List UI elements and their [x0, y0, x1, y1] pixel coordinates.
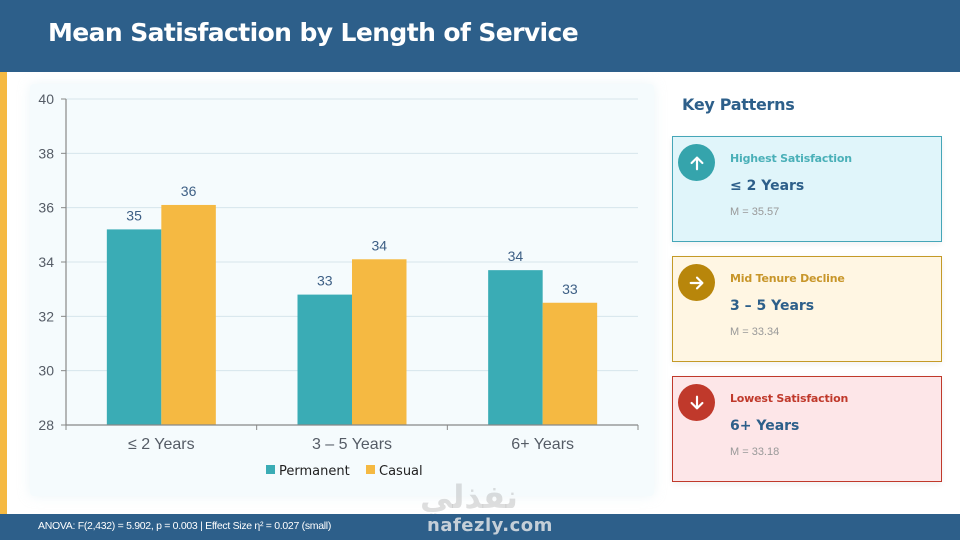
bars	[106, 204, 598, 425]
x-category-labels: ≤ 2 Years 3 – 5 Years 6+ Years	[128, 436, 574, 453]
x-category-label: 3 – 5 Years	[312, 436, 392, 453]
highest-satisfaction-card: Highest Satisfaction ≤ 2 Years M = 35.57	[672, 136, 942, 242]
arrow-right-icon	[678, 264, 715, 301]
arrow-down-icon	[678, 384, 715, 421]
y-tick-label: 34	[38, 254, 54, 270]
data-label: 35	[126, 207, 142, 223]
arrow-up-icon	[678, 144, 715, 181]
x-category-label: ≤ 2 Years	[128, 436, 195, 453]
bar-permanent	[106, 229, 162, 425]
bar-permanent	[488, 270, 543, 425]
legend: Permanent Casual	[266, 464, 423, 479]
card-mean: M = 35.57	[730, 206, 780, 218]
card-mean: M = 33.18	[730, 446, 780, 458]
data-label: 33	[562, 281, 578, 297]
header-bar: Mean Satisfaction by Length of Service	[0, 0, 960, 72]
data-label: 36	[181, 183, 197, 199]
anova-stats: ANOVA: F(2,432) = 5.902, p = 0.003 | Eff…	[38, 520, 332, 532]
y-tick-label: 32	[38, 308, 54, 324]
y-tick-label: 30	[38, 363, 54, 379]
y-tick-label: 28	[38, 417, 54, 433]
bar-permanent	[297, 294, 352, 425]
card-mean: M = 33.34	[730, 326, 780, 338]
mid-tenure-decline-card: Mid Tenure Decline 3 – 5 Years M = 33.34	[672, 256, 942, 362]
card-label: Highest Satisfaction	[730, 152, 852, 165]
data-label: 33	[317, 273, 333, 289]
legend-label-casual: Casual	[379, 464, 423, 479]
y-tick-label: 38	[38, 145, 54, 161]
axes	[61, 98, 639, 430]
bar-casual	[542, 302, 598, 425]
legend-swatch-permanent	[266, 465, 275, 474]
page-title: Mean Satisfaction by Length of Service	[48, 18, 579, 47]
legend-swatch-casual	[366, 465, 375, 474]
x-category-label: 6+ Years	[511, 436, 574, 453]
bar-casual	[352, 259, 407, 425]
card-value: 6+ Years	[730, 418, 800, 434]
data-label: 34	[508, 248, 524, 264]
watermark-latin: nafezly.com	[427, 515, 553, 536]
card-label: Lowest Satisfaction	[730, 392, 849, 405]
lowest-satisfaction-card: Lowest Satisfaction 6+ Years M = 33.18	[672, 376, 942, 482]
y-tick-label: 36	[38, 200, 54, 216]
data-labels: 35 36 33 34 34 33	[126, 183, 578, 297]
card-label: Mid Tenure Decline	[730, 272, 845, 285]
bar-casual	[161, 204, 216, 425]
data-label: 34	[371, 237, 387, 253]
card-value: ≤ 2 Years	[730, 178, 805, 194]
footer-bar: ANOVA: F(2,432) = 5.902, p = 0.003 | Eff…	[0, 514, 960, 540]
y-tick-label: 40	[38, 91, 54, 107]
accent-bar	[0, 72, 7, 514]
key-patterns-title: Key Patterns	[682, 95, 795, 114]
watermark-arabic: نفذلي	[420, 478, 518, 516]
card-value: 3 – 5 Years	[730, 298, 815, 314]
y-tick-labels: 28 30 32 34 36 38 40	[38, 91, 54, 433]
legend-label-permanent: Permanent	[279, 464, 350, 479]
